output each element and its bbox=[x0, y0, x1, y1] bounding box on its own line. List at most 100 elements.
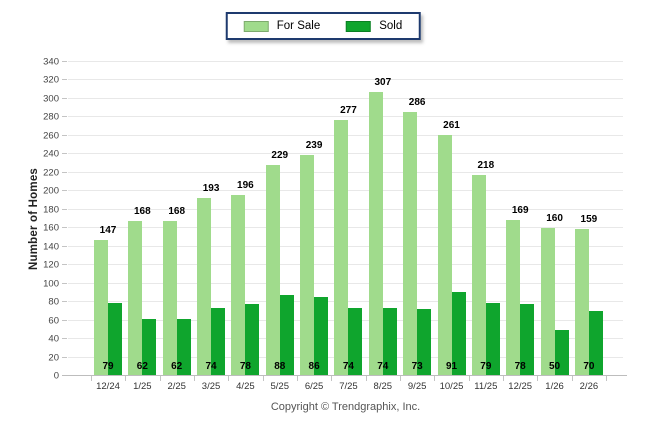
y-axis-tick-label: 40 bbox=[48, 333, 59, 345]
x-axis-tick bbox=[537, 376, 539, 381]
x-axis-tick bbox=[399, 376, 401, 381]
bar-for-sale bbox=[94, 240, 108, 376]
bar-for-sale bbox=[162, 220, 177, 376]
sold-value-label: 73 bbox=[411, 361, 423, 372]
x-axis-label: 10/25 bbox=[439, 381, 464, 392]
legend-label-for-sale: For Sale bbox=[276, 20, 321, 32]
bar-group: 160 50 1/26 bbox=[540, 62, 569, 392]
bar-for-sale bbox=[265, 164, 280, 376]
x-axis-label: 2/25 bbox=[167, 381, 186, 392]
y-axis-tick-label: 320 bbox=[43, 74, 59, 86]
sold-value-label: 62 bbox=[171, 361, 183, 372]
y-axis-tick-label: 20 bbox=[48, 352, 59, 364]
for-sale-value-label: 196 bbox=[237, 180, 254, 191]
x-axis-tick bbox=[331, 376, 333, 381]
bar-group: 147 79 12/24 bbox=[94, 62, 122, 392]
y-axis-tick-label: 240 bbox=[43, 148, 59, 160]
for-sale-value-label: 147 bbox=[99, 225, 117, 237]
sold-color-swatch bbox=[346, 20, 372, 32]
sold-value-label: 79 bbox=[480, 361, 492, 372]
y-axis-tick bbox=[62, 116, 67, 118]
bar-group: 196 78 4/25 bbox=[231, 62, 260, 392]
x-axis-label: 12/24 bbox=[96, 381, 120, 392]
x-axis-tick bbox=[228, 376, 230, 381]
sold-value-label: 50 bbox=[548, 361, 561, 372]
bar-group: 229 88 5/25 bbox=[265, 62, 294, 392]
bar-for-sale bbox=[540, 228, 555, 376]
sold-value-label: 74 bbox=[205, 361, 217, 372]
bar-group: 169 78 12/25 bbox=[506, 62, 535, 392]
bar-for-sale bbox=[300, 155, 315, 376]
y-axis-tick-label: 280 bbox=[43, 111, 59, 123]
y-axis-tick bbox=[62, 61, 67, 62]
y-axis-tick-label: 340 bbox=[43, 56, 59, 68]
bar-for-sale bbox=[403, 111, 418, 376]
for-sale-value-label: 286 bbox=[408, 96, 426, 108]
for-sale-value-label: 239 bbox=[305, 140, 323, 152]
sold-value-label: 74 bbox=[377, 361, 389, 372]
bar-sold bbox=[108, 303, 122, 376]
x-axis-label: 8/25 bbox=[373, 381, 393, 392]
y-axis-tick bbox=[62, 97, 67, 99]
bar-for-sale bbox=[334, 120, 349, 376]
bar-sold bbox=[279, 294, 294, 376]
bar-sold bbox=[348, 307, 363, 376]
y-axis-tick-label: 140 bbox=[43, 241, 59, 253]
bar-for-sale bbox=[437, 134, 452, 376]
for-sale-value-label: 168 bbox=[168, 205, 186, 217]
y-axis-tick bbox=[62, 356, 67, 358]
for-sale-value-label: 307 bbox=[374, 77, 392, 89]
for-sale-value-label: 169 bbox=[511, 204, 529, 216]
gridline bbox=[68, 97, 623, 99]
y-axis-tick-label: 300 bbox=[43, 93, 59, 105]
x-axis-tick bbox=[434, 376, 436, 381]
bar-for-sale bbox=[506, 219, 521, 376]
for-sale-value-label: 159 bbox=[580, 214, 598, 226]
sold-value-label: 88 bbox=[274, 361, 286, 372]
for-sale-value-label: 160 bbox=[546, 213, 563, 225]
bar-group: 261 91 10/25 bbox=[437, 62, 466, 392]
y-axis-tick-label: 120 bbox=[43, 259, 59, 271]
bar-for-sale bbox=[197, 197, 212, 376]
bar-sold bbox=[142, 318, 157, 376]
y-axis-tick bbox=[62, 134, 67, 136]
bar-sold bbox=[451, 291, 466, 376]
y-axis-tick-label: 60 bbox=[48, 315, 59, 327]
y-axis-tick-label: 180 bbox=[43, 204, 59, 216]
bar-sold bbox=[520, 303, 535, 376]
bar-group: 277 74 7/25 bbox=[334, 62, 363, 392]
for-sale-value-label: 168 bbox=[134, 205, 151, 217]
x-axis-tick bbox=[90, 376, 92, 381]
x-axis-label: 6/25 bbox=[304, 381, 324, 392]
y-axis-tick bbox=[62, 153, 67, 155]
bar-sold bbox=[314, 296, 329, 376]
bar-sold bbox=[176, 318, 191, 376]
bar-group: 193 74 3/25 bbox=[197, 62, 226, 392]
bar-sold bbox=[554, 329, 569, 376]
y-axis-tick-label: 0 bbox=[53, 370, 59, 382]
for-sale-value-label: 261 bbox=[443, 119, 460, 131]
y-axis-tick bbox=[62, 190, 67, 192]
bar-for-sale bbox=[368, 92, 383, 376]
y-axis-tick-label: 260 bbox=[43, 130, 59, 142]
y-axis-tick-label: 100 bbox=[43, 278, 59, 290]
bar-for-sale bbox=[471, 174, 486, 376]
x-axis-tick bbox=[296, 376, 298, 381]
bar-for-sale bbox=[231, 195, 246, 376]
bar-sold bbox=[245, 303, 260, 376]
x-axis-label: 7/25 bbox=[339, 381, 358, 392]
x-axis-tick bbox=[262, 376, 264, 381]
x-axis-label: 5/25 bbox=[270, 381, 290, 392]
x-axis-tick bbox=[193, 376, 195, 381]
for-sale-value-label: 193 bbox=[202, 182, 220, 194]
x-axis-line bbox=[62, 375, 627, 376]
x-axis-tick bbox=[468, 376, 470, 381]
plot-area: 0 20 40 60 80 100 120 140 160 180 200 220 240 260 280 3… bbox=[43, 57, 627, 392]
y-axis-tick bbox=[62, 319, 67, 321]
x-axis-label: 2/26 bbox=[579, 381, 599, 392]
gridline bbox=[68, 61, 623, 62]
y-axis-tick-label: 160 bbox=[43, 222, 59, 234]
bar-sold bbox=[417, 308, 432, 376]
x-axis-tick bbox=[125, 376, 127, 381]
x-axis-label: 3/25 bbox=[201, 381, 221, 392]
